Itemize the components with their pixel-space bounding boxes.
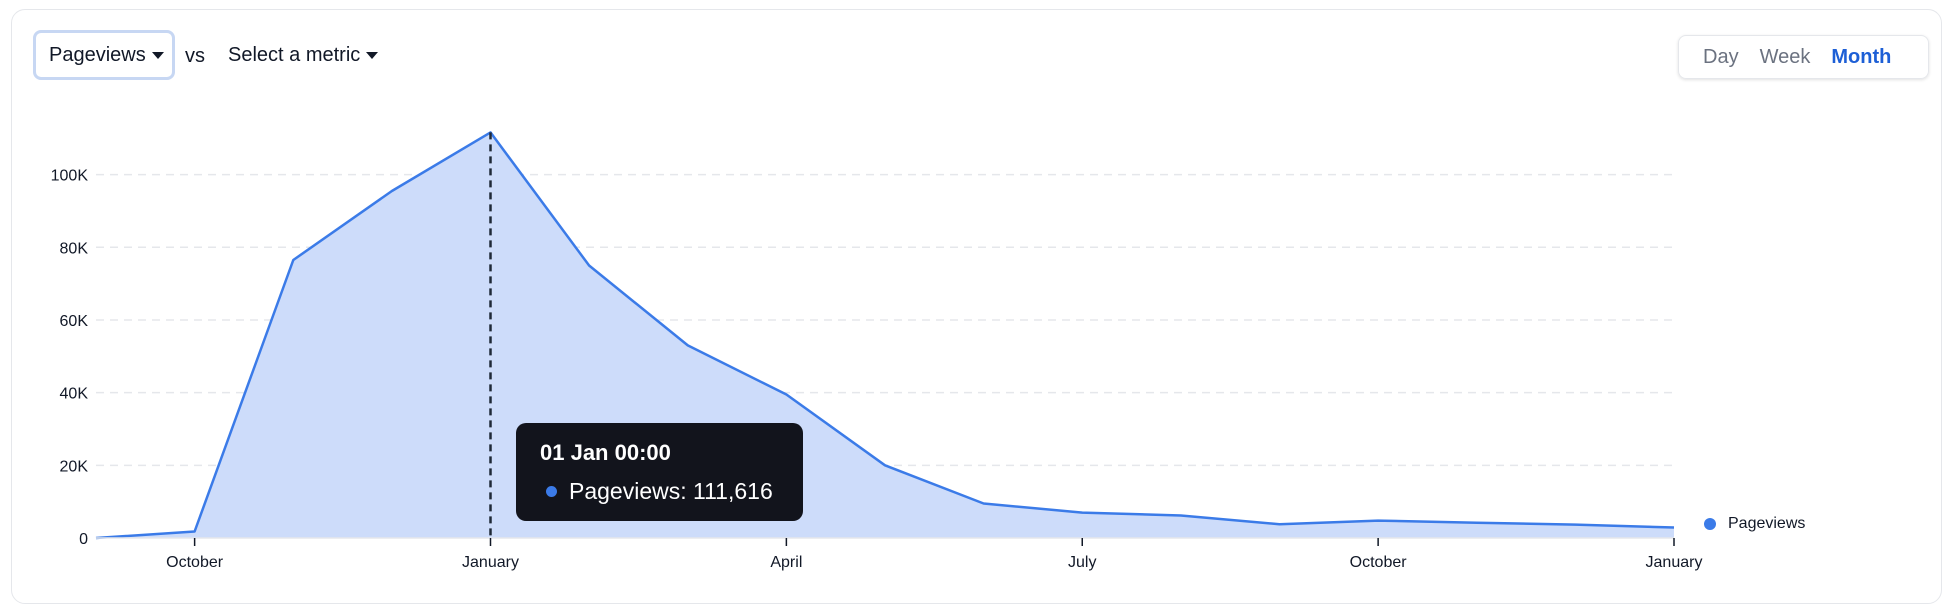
data-point[interactable] (487, 128, 495, 136)
series-dot-icon (546, 486, 557, 497)
tooltip-title: 01 Jan 00:00 (540, 440, 671, 465)
data-point[interactable] (1276, 520, 1284, 528)
x-tick-label: January (462, 554, 519, 571)
data-point[interactable] (1473, 519, 1481, 527)
x-tick-label: January (1646, 554, 1703, 571)
data-point[interactable] (980, 499, 988, 507)
metric-dropdown-label: Pageviews (49, 43, 146, 66)
compare-metric-label: Select a metric (228, 44, 361, 66)
chart-tooltip: 01 Jan 00:00 Pageviews: 111,616 (516, 423, 803, 521)
period-toggle: Day Week Month (1678, 35, 1929, 79)
chart-legend[interactable]: Pageviews (1704, 515, 1805, 533)
y-tick-label: 100K (51, 168, 89, 185)
period-day-button[interactable]: Day (1703, 45, 1739, 68)
period-month-button[interactable]: Month (1831, 45, 1892, 68)
data-point[interactable] (782, 390, 790, 398)
x-tick-label: October (166, 554, 224, 571)
data-point[interactable] (1078, 509, 1086, 517)
data-point[interactable] (289, 256, 297, 264)
period-week-button[interactable]: Week (1759, 45, 1811, 68)
x-tick-label: April (770, 554, 802, 571)
metric-dropdown[interactable]: Pageviews (33, 30, 175, 80)
data-point[interactable] (585, 261, 593, 269)
y-tick-label: 40K (60, 386, 89, 403)
data-point[interactable] (388, 187, 396, 195)
vs-label: vs (185, 45, 205, 67)
data-point[interactable] (881, 461, 889, 469)
data-point[interactable] (1374, 517, 1382, 525)
caret-down-icon (151, 51, 164, 59)
caret-down-icon (366, 52, 379, 59)
compare-metric-dropdown[interactable]: Select a metric (228, 44, 379, 67)
data-point[interactable] (1670, 523, 1678, 531)
y-tick-label: 20K (60, 458, 89, 475)
y-tick-label: 0 (79, 531, 88, 548)
data-point[interactable] (1177, 511, 1185, 519)
x-tick-label: October (1350, 554, 1408, 571)
tooltip-series-row: Pageviews: 111,616 (546, 478, 773, 505)
data-point[interactable] (92, 534, 100, 542)
pageviews-series-line (95, 131, 1675, 540)
pageviews-area-fill (96, 132, 1674, 538)
legend-dot-icon (1704, 518, 1716, 530)
data-point[interactable] (191, 527, 199, 535)
data-point[interactable] (1571, 521, 1579, 529)
y-tick-label: 60K (60, 313, 89, 330)
data-point[interactable] (684, 341, 692, 349)
legend-label-pageviews: Pageviews (1728, 515, 1806, 532)
tooltip-series-value: Pageviews: 111,616 (569, 478, 773, 504)
y-tick-label: 80K (60, 240, 89, 257)
x-tick-label: July (1068, 554, 1096, 571)
